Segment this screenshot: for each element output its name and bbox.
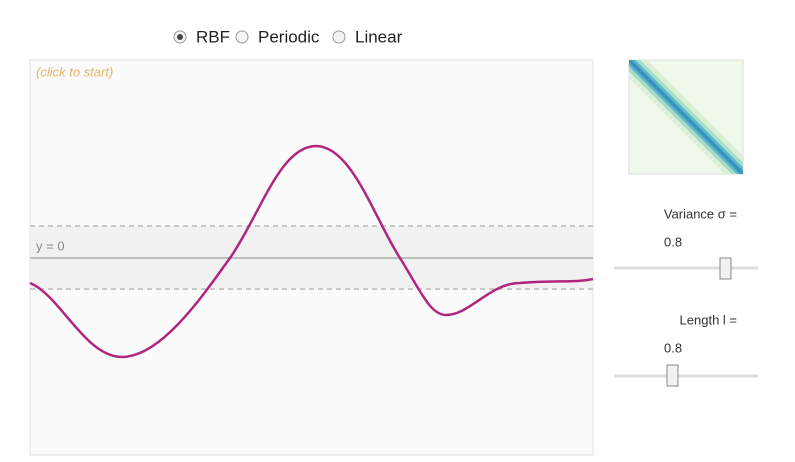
length-control: Length l = 0.8 [614,312,758,387]
slider-label: Variance σ = [664,206,737,221]
slider-value: 0.8 [664,340,682,355]
variance-control: Variance σ = 0.8 [614,206,758,280]
covariance-matrix [628,59,744,175]
kernel-selector: RBF Periodic Linear [173,27,403,46]
radio-option[interactable]: Linear [332,27,403,46]
radio-dot [177,34,183,40]
radio-option[interactable]: Periodic [235,27,320,46]
radio-label[interactable]: Linear [355,27,403,46]
radio-button[interactable] [332,30,346,44]
slider-knob[interactable] [719,257,732,280]
slider-label: Length l = [680,312,737,327]
radio-label[interactable]: Periodic [258,27,320,46]
zero-label: y = 0 [36,238,65,253]
radio-option[interactable]: RBF [173,27,230,46]
slider-value: 0.8 [664,234,682,249]
hint: (click to start) [36,64,113,79]
slider-knob[interactable] [666,364,679,387]
radio-button[interactable] [235,30,249,44]
sample-curve [29,144,594,359]
radio-label[interactable]: RBF [196,27,230,46]
